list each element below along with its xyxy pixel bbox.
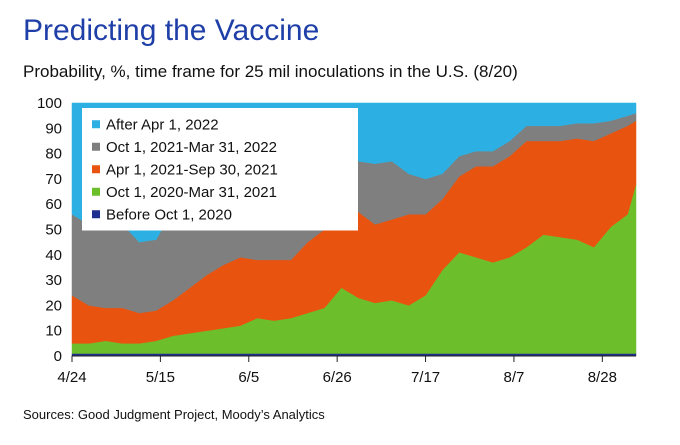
x-tick-label: 8/7: [504, 369, 525, 386]
legend-label: Oct 1, 2021-Mar 31, 2022: [106, 139, 277, 156]
y-tick-label: 80: [45, 146, 62, 163]
source-note: Sources: Good Judgment Project, Moody’s …: [23, 407, 325, 422]
chart-title: Predicting the Vaccine: [23, 14, 320, 47]
y-tick-label: 50: [45, 222, 62, 239]
x-tick-label: 7/17: [411, 369, 440, 386]
x-tick-label: 6/26: [323, 369, 352, 386]
y-tick-label: 20: [45, 297, 62, 314]
x-tick-label: 4/24: [57, 369, 86, 386]
chart-subtitle: Probability, %, time frame for 25 mil in…: [23, 62, 518, 81]
x-tick-label: 6/5: [238, 369, 259, 386]
x-tick-label: 5/15: [146, 369, 175, 386]
legend-box: [82, 108, 358, 231]
legend: After Apr 1, 2022 Oct 1, 2021-Mar 31, 202…: [82, 108, 358, 231]
y-tick-label: 60: [45, 196, 62, 213]
legend-swatch: [92, 165, 100, 174]
y-tick-label: 30: [45, 272, 62, 289]
legend-swatch: [92, 142, 100, 151]
y-tick-label: 70: [45, 171, 62, 188]
legend-label: Oct 1, 2020-Mar 31, 2021: [106, 184, 277, 201]
y-tick-label: 100: [37, 95, 62, 112]
y-tick-label: 0: [54, 348, 62, 365]
legend-label: After Apr 1, 2022: [106, 116, 219, 133]
y-tick-label: 90: [45, 120, 62, 137]
legend-label: Apr 1, 2021-Sep 30, 2021: [106, 161, 278, 178]
y-tick-label: 10: [45, 323, 62, 340]
legend-label: Before Oct 1, 2020: [106, 206, 232, 223]
x-tick-label: 8/28: [588, 369, 617, 386]
axes-group: 0 10 20 30 40 50 60 70 80 90 100 4/24 5/15 6/5 6/26 7/1…: [37, 95, 636, 386]
y-tick-label: 40: [45, 247, 62, 264]
legend-swatch: [92, 210, 100, 219]
legend-swatch: [92, 120, 100, 129]
legend-swatch: [92, 187, 100, 196]
